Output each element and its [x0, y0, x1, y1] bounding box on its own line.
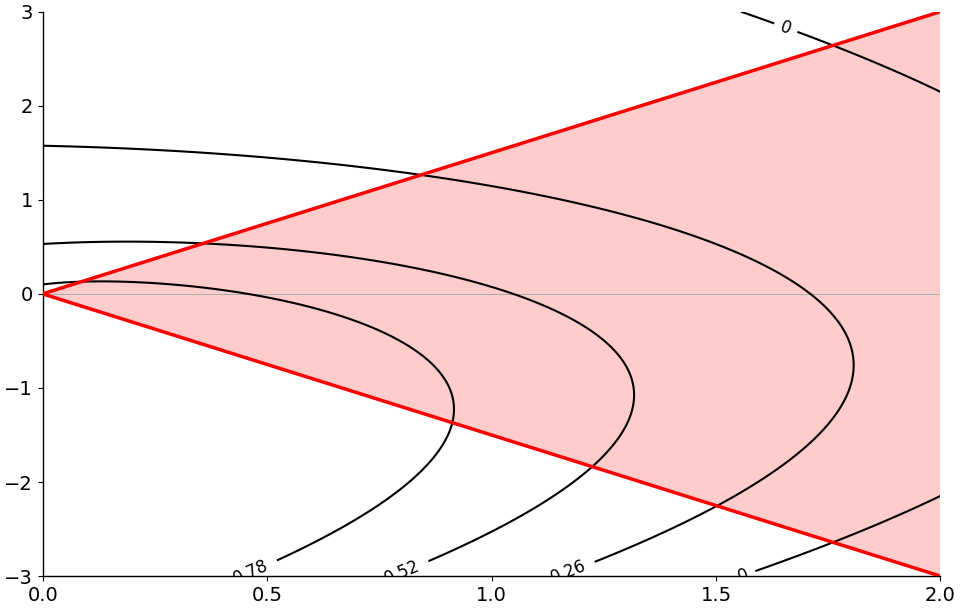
Text: 0: 0 — [735, 565, 752, 585]
Text: 0.78: 0.78 — [230, 556, 272, 588]
Text: 0.52: 0.52 — [382, 557, 422, 588]
Text: 0.26: 0.26 — [548, 557, 588, 587]
Polygon shape — [42, 12, 941, 576]
Text: 0: 0 — [778, 18, 794, 38]
